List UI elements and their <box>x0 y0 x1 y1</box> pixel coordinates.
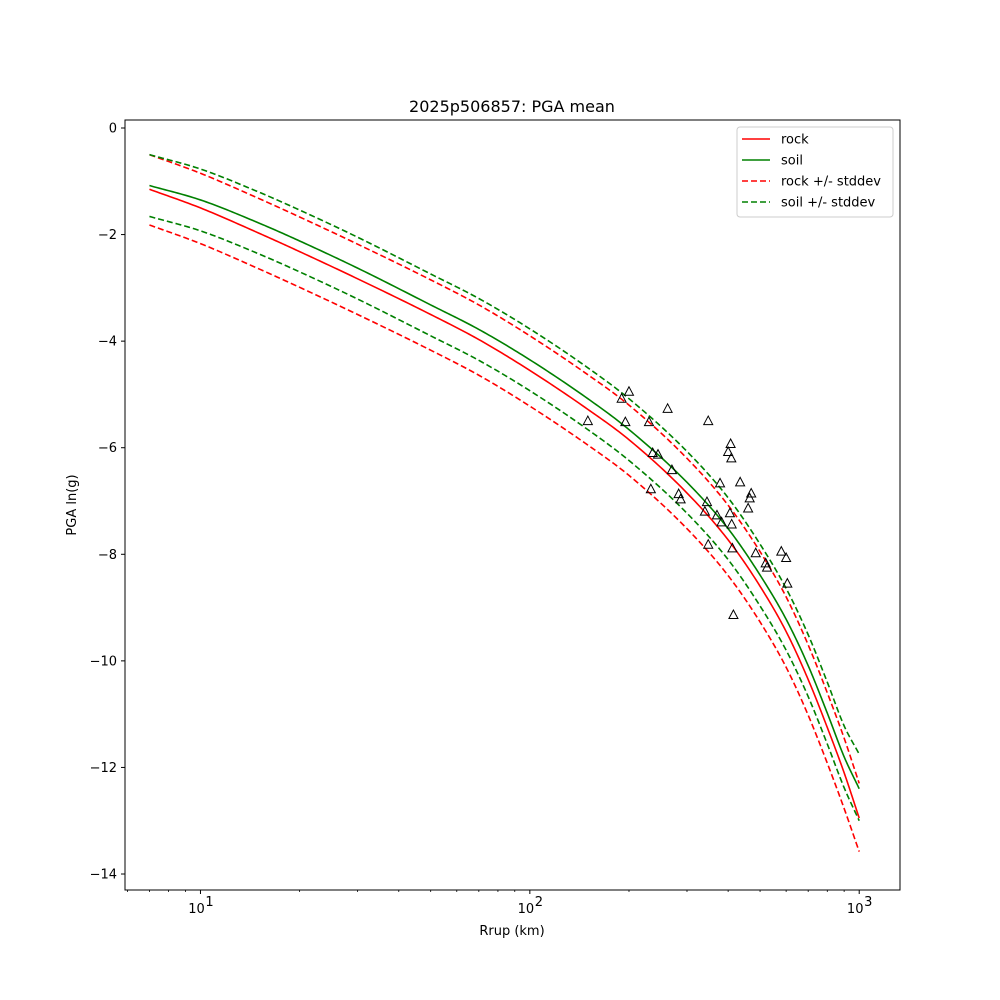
series-line-rock <box>149 188 860 819</box>
legend-label: rock +/- stddev <box>781 175 881 190</box>
observation-marker <box>744 492 756 503</box>
observation-marker <box>647 446 659 458</box>
observation-marker <box>702 538 714 549</box>
chart-title: 2025p506857: PGA mean <box>409 97 615 116</box>
legend-label: soil +/- stddev <box>781 196 876 211</box>
observation-marker <box>745 487 757 498</box>
observation-marker <box>702 415 714 426</box>
series-line-soil-stddev <box>149 153 860 755</box>
series-line-rock-stddev <box>149 153 860 784</box>
observation-marker <box>666 464 678 475</box>
y-tick-label: −12 <box>90 761 117 776</box>
observation-marker <box>727 542 738 553</box>
observation-marker <box>699 505 711 516</box>
observation-marker <box>711 509 723 520</box>
x-tick-exponent: 2 <box>535 895 543 910</box>
observation-marker <box>620 416 631 427</box>
y-tick-label: −2 <box>98 228 117 243</box>
series-line-lower-3 <box>149 224 860 852</box>
observation-marker <box>750 547 762 558</box>
observation-marker <box>714 477 726 488</box>
y-tick-label: −14 <box>90 868 117 883</box>
plot-frame <box>124 119 901 891</box>
legend-label: soil <box>781 154 803 169</box>
observation-marker <box>643 416 655 427</box>
observation-marker <box>761 561 773 572</box>
observation-marker <box>760 557 772 568</box>
x-tick-exponent: 3 <box>864 895 872 910</box>
observation-marker <box>726 518 738 529</box>
observation-marker <box>724 507 736 518</box>
observation-marker <box>742 502 754 513</box>
observation-marker <box>652 448 664 459</box>
observation-marker <box>701 496 713 507</box>
observation-marker <box>725 452 737 463</box>
observation-marker <box>734 476 746 487</box>
x-tick-exponent: 1 <box>205 895 213 910</box>
observation-marker <box>662 402 673 413</box>
observation-marker <box>645 483 657 494</box>
observation-marker <box>623 385 635 396</box>
observation-marker <box>725 437 736 448</box>
observation-marker <box>675 493 686 504</box>
legend-box <box>736 126 894 218</box>
y-tick-label: −10 <box>90 654 117 669</box>
x-tick-label: 10 <box>188 902 205 917</box>
y-axis-label: PGA ln(g) <box>65 474 80 535</box>
observation-marker <box>728 608 739 620</box>
x-tick-label: 10 <box>847 902 864 917</box>
x-axis-label: Rrup (km) <box>479 924 544 939</box>
observation-marker <box>781 577 793 588</box>
observation-marker <box>716 516 727 527</box>
series-line-lower-5 <box>149 215 860 822</box>
legend: rock soil rock +/- stddev soil +/- stddev <box>736 126 894 218</box>
x-tick-label: 10 <box>518 902 535 917</box>
y-tick-label: −4 <box>98 335 117 350</box>
y-tick-label: −8 <box>98 548 117 563</box>
y-tick-label: 0 <box>109 121 117 136</box>
observation-marker <box>775 545 787 556</box>
legend-label: rock <box>781 133 809 148</box>
series-line-soil <box>149 184 860 790</box>
y-tick-label: −6 <box>98 441 117 456</box>
plot-layer <box>149 153 860 852</box>
observation-marker <box>780 551 792 563</box>
observation-marker <box>722 445 734 456</box>
observation-marker <box>616 392 627 403</box>
observation-marker <box>582 415 594 426</box>
